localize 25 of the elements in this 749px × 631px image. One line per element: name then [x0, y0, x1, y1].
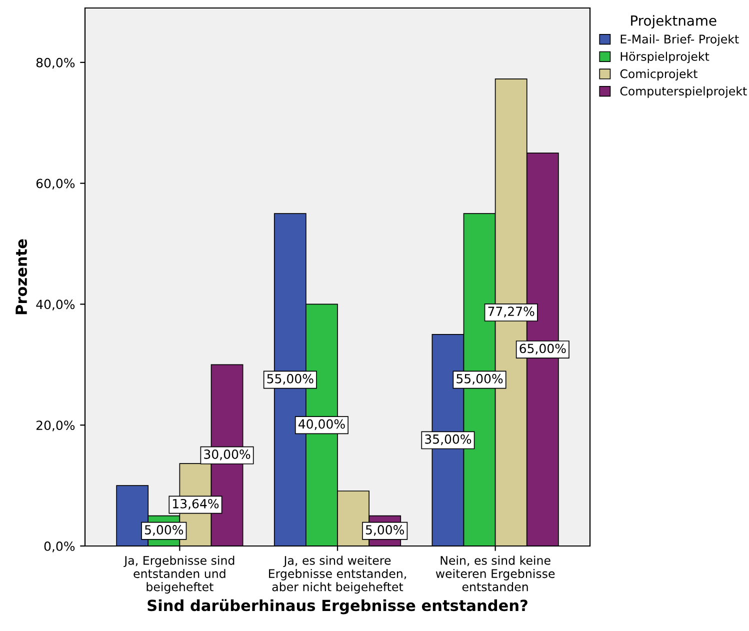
y-tick-label: 0,0% [44, 541, 75, 552]
x-axis-title: Sind darüberhinaus Ergebnisse entstanden? [148, 599, 528, 614]
y-tick-label: 80,0% [36, 58, 75, 69]
x-tick-label: Ja, Ergebnisse sind entstanden und beigeheftet [124, 556, 234, 594]
data-label: 77,27% [488, 306, 534, 318]
legend-label: Hörspielprojekt [620, 52, 710, 64]
data-label: 65,00% [520, 344, 566, 354]
data-label: 5,00% [145, 525, 184, 536]
data-label: 13,64% [173, 498, 219, 510]
data-label: 35,00% [425, 434, 472, 446]
y-axis-title: Prozente [16, 239, 28, 314]
data-label: 5,00% [366, 525, 404, 536]
data-label: 55,00% [267, 374, 314, 385]
y-tick-label: 20,0% [36, 420, 75, 432]
x-tick-label: Nein, es sind keine weiteren Ergebnisse entstanden [436, 556, 555, 592]
data-label: 55,00% [456, 374, 503, 385]
legend-label: Comicprojekt [620, 69, 698, 81]
y-tick-label: 60,0% [36, 178, 75, 190]
data-label: 30,00% [204, 450, 250, 460]
legend-label: E-Mail- Brief- Projekt [620, 34, 739, 46]
data-label: 40,00% [298, 419, 345, 430]
x-tick-label: Ja, es sind weitere Ergebnisse entstanden, aber nicht beigeheftet [269, 556, 406, 594]
legend-label: Computerspielprojekt [620, 86, 747, 98]
y-tick-label: 40,0% [36, 300, 75, 310]
legend-title: Projektname [631, 15, 716, 29]
